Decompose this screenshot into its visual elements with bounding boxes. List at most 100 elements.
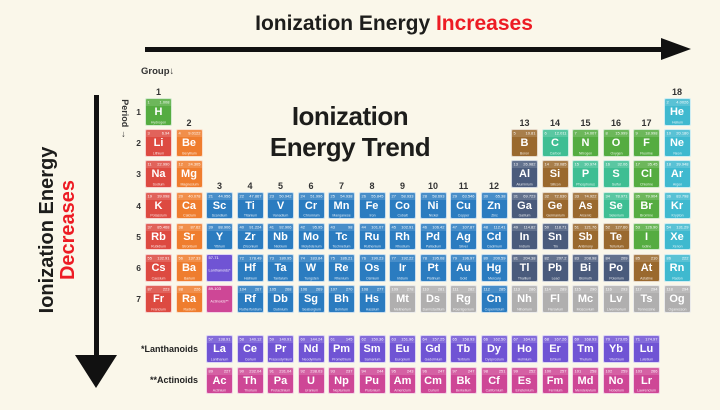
- element-number-and-mass: 11 22.990: [146, 161, 171, 169]
- element-number-and-mass: 102 259: [603, 367, 629, 375]
- element-symbol: Er: [549, 343, 561, 355]
- element-name: Thorium: [243, 389, 257, 393]
- element-name: Gadolinium: [424, 357, 442, 362]
- element-name: Indium: [519, 245, 530, 249]
- element-name: Beryllium: [181, 151, 197, 156]
- element-name: Lutetium: [639, 357, 654, 362]
- element-Ac: 89 227 Ac Actinium: [206, 366, 233, 394]
- element-symbol: Cu: [456, 199, 471, 212]
- element-Ge: 32 72.630 Ge Germanium: [541, 191, 569, 220]
- element-Rf: 104 267 Rf Rutherfordium: [236, 285, 264, 313]
- element-name: Astatine: [640, 276, 653, 281]
- element-name: Erbium: [549, 357, 561, 362]
- element-name: Lawrencium: [637, 389, 656, 393]
- element-symbol: Bh: [334, 293, 349, 306]
- element-symbol: Re: [334, 262, 349, 274]
- element-number-and-mass: 74 183.84: [298, 255, 324, 262]
- element-symbol: Rg: [456, 293, 471, 306]
- element-symbol: C: [551, 137, 559, 150]
- element-number-and-mass: 8 15.999: [603, 130, 629, 138]
- period-axis-label: Period →: [120, 99, 130, 139]
- right-arrow-shaft: [145, 47, 663, 52]
- element-name: Argon: [672, 182, 682, 187]
- element-symbol: Li: [153, 137, 164, 150]
- element-symbol: Cl: [641, 168, 652, 181]
- element-number-and-mass: 52 127.60: [603, 223, 629, 231]
- element-As: 33 74.922 As Arsenic: [572, 191, 599, 220]
- element-symbol: U: [307, 374, 315, 387]
- element-symbol: Lr: [641, 374, 652, 387]
- element-Rg: 111 282 Rg Roentgenium: [450, 285, 477, 313]
- element-number-and-mass: 20 40.078: [176, 192, 202, 200]
- element-name: Chromium: [302, 214, 320, 218]
- element-number-and-mass: 24 51.996: [298, 192, 324, 200]
- element-Lu: 71 174.97 Lu Lutetium: [633, 335, 660, 363]
- element-symbol: Fe: [365, 199, 379, 212]
- element-Mt: 109 278 Mt Meitnerium: [389, 285, 416, 313]
- element-number-and-mass: 54 131.29: [664, 223, 690, 231]
- element-number-and-mass: 110 281: [420, 286, 446, 294]
- element-number-and-mass: 37 85.468: [146, 223, 171, 231]
- element-name: Aluminium: [516, 182, 533, 187]
- element-name: Uranium: [304, 389, 318, 393]
- element-name: Vanadium: [272, 214, 289, 218]
- element-name: Iron: [368, 214, 376, 218]
- element-name: Radon: [671, 276, 683, 281]
- element-symbol: Ra: [181, 293, 197, 306]
- element-number-and-mass: 27 58.933: [390, 192, 415, 200]
- element-Np: 93 237 Np Neptunium: [328, 366, 355, 394]
- element-U: 92 238.03 U Uranium: [297, 366, 325, 394]
- group-label-10: 10: [427, 180, 438, 191]
- element-symbol: Zr: [244, 230, 256, 243]
- element-name: Francium: [151, 307, 166, 312]
- element-number-and-mass: 53 126.90: [634, 223, 659, 231]
- group-label-5: 5: [277, 180, 283, 191]
- element-number-and-mass: 34 78.971: [603, 192, 629, 200]
- element-number-and-mass: 31 69.723: [512, 192, 537, 200]
- element-symbol: Sg: [303, 293, 319, 306]
- element-number-and-mass: 92 238.03: [298, 367, 324, 375]
- element-Ti: 22 47.867 Ti Titanium: [236, 191, 264, 220]
- element-Y: 39 88.906 Y Yttrium: [206, 222, 233, 251]
- element-Er: 68 167.26 Er Erbium: [541, 335, 569, 363]
- element-symbol: At: [640, 262, 653, 274]
- element-number-and-mass: 94 244: [359, 367, 385, 375]
- element-symbol: Br: [640, 199, 653, 212]
- element-Cs: 55 132.91 Cs Caesium: [145, 254, 172, 282]
- element-symbol: Db: [273, 293, 288, 306]
- element-symbol: Pa: [273, 374, 288, 387]
- element-number-and-mass: 44 101.07: [359, 223, 385, 231]
- element-symbol: Mc: [577, 293, 594, 306]
- element-name: Arsenic: [579, 214, 592, 218]
- element-number-and-mass: 112 285: [481, 286, 507, 294]
- element-symbol: Pt: [427, 262, 439, 274]
- element-name: Radium: [182, 307, 196, 312]
- element-symbol: Kr: [670, 199, 684, 212]
- element-symbol: Au: [456, 262, 471, 274]
- element-Ni: 28 58.693 Ni Nickel: [419, 191, 447, 220]
- element-symbol: I: [644, 230, 649, 243]
- element-number-and-mass: 21 44.956: [207, 192, 232, 200]
- element-Hg: 80 200.59 Hg Mercury: [480, 254, 508, 282]
- element-Be: 4 9.0122 Be Beryllium: [175, 129, 203, 157]
- element-number-and-mass: 25 54.938: [329, 192, 354, 200]
- element-number-and-mass: 83 208.98: [573, 255, 598, 262]
- element-Yb: 70 173.05 Yb Ytterbium: [602, 335, 630, 363]
- element-symbol: Ce: [242, 343, 258, 355]
- element-Ir: 77 192.22 Ir Iridium: [389, 254, 416, 282]
- element-symbol: Cs: [151, 262, 166, 274]
- element-number-and-mass: 65 158.93: [451, 336, 476, 343]
- element-name: Silver: [459, 245, 468, 249]
- element-number-and-mass: 58 140.12: [237, 336, 263, 343]
- element-symbol: Tm: [577, 343, 594, 355]
- element-symbol: Cf: [488, 374, 500, 387]
- element-number-and-mass: 84 209: [603, 255, 629, 262]
- element-number-and-mass: 28 58.693: [420, 192, 446, 200]
- element-number-and-mass: 17 35.45: [634, 161, 659, 169]
- element-Db: 105 268 Db Dubnium: [267, 285, 294, 313]
- element-symbol: Rh: [395, 230, 410, 243]
- element-symbol: Cr: [304, 199, 318, 212]
- element-number-and-mass: 106 269: [298, 286, 324, 294]
- element-At: 85 210 At Astatine: [633, 254, 660, 282]
